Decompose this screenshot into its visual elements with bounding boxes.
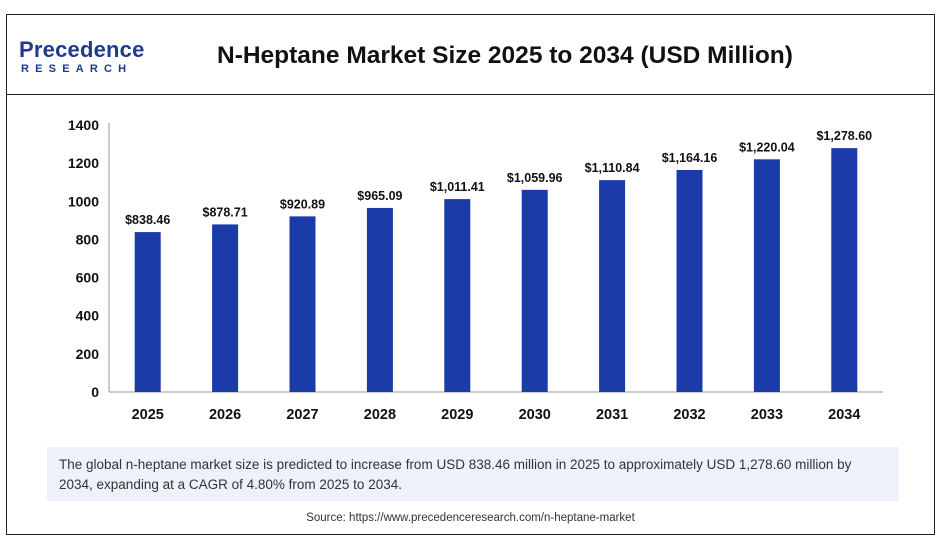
bar-value-label: $1,220.04 — [739, 140, 795, 154]
bar-value-label: $838.46 — [125, 213, 170, 227]
y-tick-label: 200 — [76, 346, 100, 362]
bar — [521, 189, 548, 392]
bar-value-label: $920.89 — [280, 197, 325, 211]
logo-name: Precedence — [19, 37, 145, 62]
bar — [676, 169, 703, 392]
x-tick-label: 2028 — [364, 407, 396, 423]
bar-value-label: $965.09 — [357, 189, 402, 203]
bar-value-label: $1,011.41 — [430, 180, 485, 194]
bar-chart: 0 200 400 600 800 1000 1200 1400 $838.46 2025 $878… — [68, 117, 883, 423]
chart-frame: Precedence RESEARCH N-Heptane Market Siz… — [6, 14, 935, 535]
x-tick-label: 2029 — [441, 407, 473, 423]
y-tick-label: 800 — [76, 231, 100, 247]
summary-note: The global n-heptane market size is pred… — [47, 447, 899, 501]
bar — [366, 207, 393, 392]
bar-value-label: $1,110.84 — [585, 161, 640, 175]
y-tick-label: 0 — [91, 384, 99, 400]
y-tick-label: 1400 — [68, 117, 99, 133]
x-tick-label: 2032 — [673, 407, 705, 423]
bar — [444, 199, 471, 392]
x-tick-label: 2026 — [209, 407, 241, 423]
x-tick-label: 2027 — [286, 407, 318, 423]
logo-subtitle: RESEARCH — [21, 63, 133, 75]
bar-value-label: $878.71 — [203, 205, 248, 219]
x-tick-label: 2030 — [519, 407, 551, 423]
bar — [134, 232, 161, 392]
y-tick-label: 600 — [76, 270, 100, 286]
x-tick-label: 2034 — [828, 407, 860, 423]
x-tick-label: 2025 — [132, 407, 164, 423]
source-text: Source: https://www.precedenceresearch.c… — [306, 512, 635, 524]
header: Precedence RESEARCH N-Heptane Market Siz… — [7, 15, 934, 95]
y-tick-label: 1000 — [68, 193, 99, 209]
bar — [599, 180, 626, 392]
bar — [289, 216, 316, 392]
precedence-research-logo: Precedence RESEARCH — [19, 37, 159, 81]
y-tick-label: 400 — [76, 308, 100, 324]
y-tick-label: 1200 — [68, 155, 99, 171]
chart-title: N-Heptane Market Size 2025 to 2034 (USD … — [217, 42, 793, 69]
x-tick-label: 2033 — [751, 407, 783, 423]
bar — [831, 148, 858, 392]
bar-value-label: $1,164.16 — [662, 151, 718, 165]
bar — [753, 159, 780, 392]
x-tick-label: 2031 — [596, 407, 628, 423]
bar-value-label: $1,059.96 — [507, 171, 563, 185]
bar — [212, 224, 239, 392]
bar-value-label: $1,278.60 — [816, 129, 872, 143]
